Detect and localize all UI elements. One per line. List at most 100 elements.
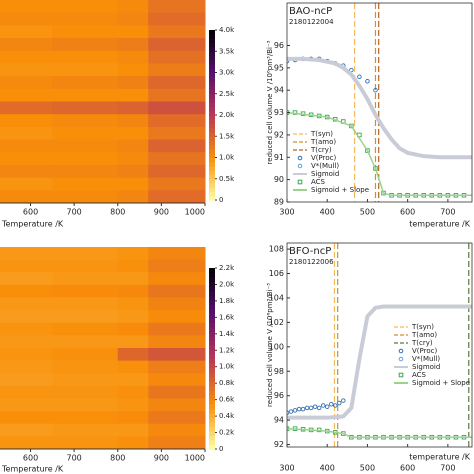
heatmap-cell [0, 177, 53, 191]
colorbar-tick-label: 3.5k [219, 47, 235, 55]
legend-label: V*(Mull) [311, 162, 339, 170]
heatmap-cell [148, 310, 206, 324]
heatmap-cell [0, 322, 53, 336]
y-axis-label: reduced cell volume V /10⁶pm³/Bi⁻³ [266, 283, 274, 407]
colorbar-tick-label: 1.0k [219, 363, 235, 371]
colorbar-segment [209, 340, 215, 346]
x-axis-label: temperature /K [409, 220, 471, 229]
colorbar-tick-label: 0.2k [219, 429, 235, 437]
colorbar-segment [209, 132, 215, 137]
heatmap-cell [52, 322, 119, 336]
series-line [287, 304, 472, 420]
x-axis-label: Temperature /K [1, 220, 64, 229]
colorbar-segment [209, 290, 215, 296]
x-tick-label: 700 [440, 208, 455, 217]
data-point [300, 406, 306, 412]
heatmap-cell [52, 284, 119, 298]
y-tick-label: 94 [274, 416, 284, 425]
heatmap-cell [52, 259, 119, 273]
heatmap-cell [52, 38, 119, 52]
heatmap-cell [148, 101, 206, 115]
data-point [337, 400, 342, 406]
y-tick-label: 92 [274, 130, 284, 139]
x-tick-label: 500 [360, 464, 375, 473]
data-point [333, 403, 338, 408]
legend-label: T(cry) [411, 339, 433, 347]
heatmap-cell [0, 373, 53, 387]
data-point [324, 404, 330, 409]
y-axis-label: reduced cell volume V /10⁶pm³/Bi⁻³ [266, 40, 274, 164]
colorbar-segment [209, 102, 215, 107]
legend-label: V(Proc) [412, 347, 437, 355]
x-tick-label: 700 [67, 454, 82, 463]
colorbar-segment [209, 286, 215, 292]
heatmap-cell [52, 76, 119, 90]
heatmap-cell [148, 126, 206, 141]
legend-label: V*(Mull) [412, 355, 440, 363]
y-tick-label: 92 [274, 440, 284, 449]
heatmap-cell [52, 139, 119, 153]
heatmap-cell [0, 259, 53, 273]
colorbar-segment [209, 195, 215, 201]
colorbar-tick-label: 0 [219, 445, 223, 453]
legend-label: Sigmoid + Slope [412, 379, 470, 387]
colorbar-segment [209, 430, 215, 436]
colorbar-segment [209, 93, 215, 99]
colorbar-tick-label: 4.0k [219, 26, 235, 34]
heatmap-cell [117, 38, 149, 52]
colorbar-segment [209, 76, 215, 82]
legend-swatch [297, 179, 303, 185]
colorbar-tick-label: 2.5k [219, 90, 235, 98]
x-tick-label: 1000 [185, 208, 205, 217]
heatmap-cell [117, 177, 149, 191]
legend-label: T(syn) [310, 130, 333, 138]
heatmap-cell [0, 0, 53, 14]
heatmap-cell [0, 12, 53, 26]
plot-area [287, 243, 472, 447]
heatmap-cell [117, 411, 149, 425]
colorbar-segment [209, 149, 215, 154]
colorbar-segment [209, 51, 215, 56]
heatmap-cell [148, 0, 206, 14]
series-line [287, 56, 472, 160]
data-point [365, 79, 370, 84]
chart-subtitle: 2180122006 [289, 258, 334, 266]
x-tick-label: 700 [67, 208, 82, 217]
heatmap-cell [117, 139, 149, 153]
heatmap-cell [148, 114, 206, 128]
heatmap-cell [148, 436, 206, 450]
y-tick-label: 108 [269, 245, 284, 254]
heatmap-cell [117, 101, 149, 115]
colorbar-segment [209, 272, 215, 278]
heatmap-cell [148, 152, 206, 166]
y-tick-label: 98 [274, 367, 284, 376]
heatmap-cell [0, 411, 53, 425]
colorbar-tick-label: 1.4k [219, 330, 235, 338]
y-tick-label: 94 [274, 86, 284, 95]
colorbar-segment [209, 313, 215, 319]
data-point [349, 67, 354, 73]
colorbar-segment [209, 89, 215, 95]
heatmap-cell [52, 360, 119, 374]
heatmap-cell [0, 126, 53, 141]
x-tick-label: 600 [23, 208, 38, 217]
y-tick-label: 104 [269, 293, 284, 302]
heatmap-cell [52, 164, 119, 179]
y-tick-label: 89 [274, 198, 284, 207]
chart-subtitle: 2180122004 [289, 18, 334, 26]
heatmap-cell [52, 348, 119, 362]
colorbar-segment [209, 59, 215, 65]
colorbar-tick-label: 0.6k [219, 396, 235, 404]
heatmap-cell [0, 348, 53, 362]
chart-title: BFO-ncP [289, 246, 331, 257]
heatmap-cell [52, 114, 119, 128]
colorbar-segment [209, 47, 215, 52]
heatmap-cell [0, 310, 53, 324]
heatmap-cell [117, 272, 149, 286]
colorbar-segment [209, 426, 215, 432]
heatmap-cell [148, 50, 206, 64]
heatmap-cell [117, 114, 149, 128]
colorbar-segment [209, 42, 215, 48]
data-point [328, 401, 334, 407]
x-tick-label: 600 [400, 208, 415, 217]
